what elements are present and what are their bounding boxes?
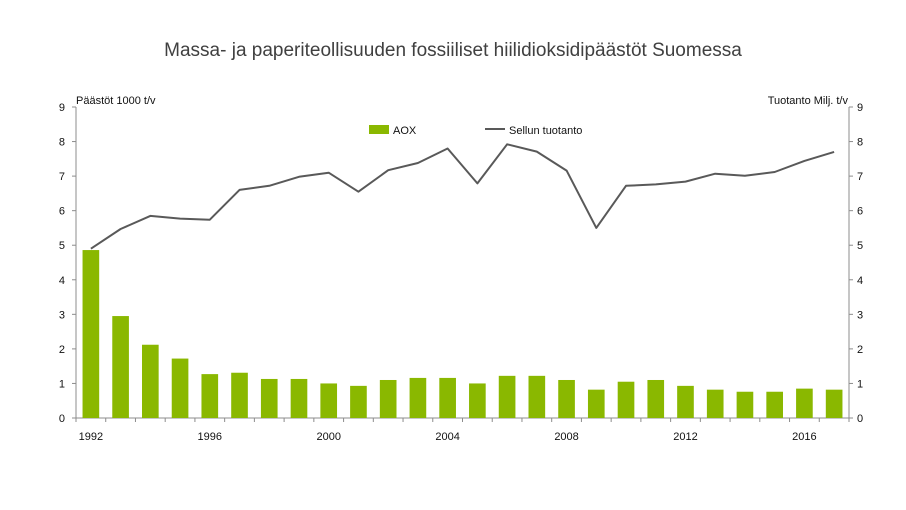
x-tick-label: 2004 [435, 431, 459, 443]
y-left-tick-label: 3 [59, 309, 65, 321]
x-tick-label: 2012 [673, 431, 697, 443]
y-left-tick-label: 5 [59, 240, 65, 252]
bar-aox [647, 379, 665, 418]
y-right-tick-label: 1 [857, 378, 863, 390]
y-right-tick-label: 3 [857, 309, 863, 321]
bar-aox [587, 389, 605, 418]
y-left-tick-label: 1 [59, 378, 65, 390]
bar-aox [320, 383, 338, 418]
legend-label-sellun-tuotanto: Sellun tuotanto [509, 125, 582, 137]
bar-aox [766, 391, 783, 418]
y-right-tick-label: 8 [857, 137, 863, 149]
x-tick-label: 2008 [554, 431, 578, 443]
bar-aox [231, 372, 248, 418]
y-left-tick-label: 8 [59, 137, 65, 149]
bar-aox [736, 391, 754, 418]
y-left-tick-label: 6 [59, 206, 65, 218]
x-tick-label: 1996 [198, 431, 222, 443]
y-left-tick-label: 2 [59, 344, 65, 356]
line-series-sellun-tuotanto [90, 143, 835, 250]
x-tick-label: 1992 [79, 431, 103, 443]
y-axis-right-title: Tuotanto Milj. t/v [768, 95, 849, 107]
y-axis-left-title: Päästöt 1000 t/v [76, 95, 156, 107]
bar-series-aox [82, 250, 843, 418]
y-left-tick-label: 9 [59, 102, 65, 114]
y-left-tick-label: 7 [59, 171, 65, 183]
bar-aox [528, 375, 546, 418]
y-left-tick-label: 4 [59, 275, 65, 287]
bar-aox [201, 374, 219, 418]
bar-aox [796, 388, 813, 418]
bar-aox [469, 383, 486, 418]
bar-aox [558, 379, 575, 418]
bar-aox [112, 316, 129, 418]
bar-aox [171, 358, 189, 418]
bar-aox [498, 375, 516, 418]
legend-swatch-aox [369, 125, 389, 134]
bar-aox [290, 378, 308, 418]
x-tick-label: 2016 [792, 431, 816, 443]
y-right-tick-label: 7 [857, 171, 863, 183]
bar-aox [706, 389, 724, 418]
bar-aox [379, 379, 397, 418]
y-right-tick-label: 9 [857, 102, 863, 114]
axes [72, 106, 853, 422]
bar-aox [82, 250, 100, 418]
bar-aox [350, 385, 367, 418]
legend: AOX Sellun tuotanto [369, 125, 582, 137]
y-right-tick-label: 2 [857, 344, 863, 356]
y-right-tick-label: 6 [857, 206, 863, 218]
bar-aox [439, 377, 456, 418]
y-right-tick-label: 4 [857, 275, 863, 287]
bar-aox [260, 378, 278, 418]
y-left-tick-label: 0 [59, 413, 65, 425]
bar-aox [409, 377, 427, 418]
chart-title: Massa- ja paperiteollisuuden fossiiliset… [164, 40, 742, 61]
bar-aox [142, 344, 159, 418]
y-right-tick-label: 5 [857, 240, 863, 252]
bar-aox [677, 385, 694, 418]
tick-labels: 0 1 2 3 4 5 6 7 8 9 0 1 2 3 4 5 6 7 8 9 1992 1996 2000 2004 2008… [59, 102, 863, 443]
bar-aox [825, 389, 843, 418]
x-tick-label: 2000 [316, 431, 340, 443]
y-right-tick-label: 0 [857, 413, 863, 425]
bar-aox [617, 381, 635, 418]
legend-label-aox: AOX [393, 125, 417, 137]
line-sellun-tuotanto [90, 143, 835, 250]
